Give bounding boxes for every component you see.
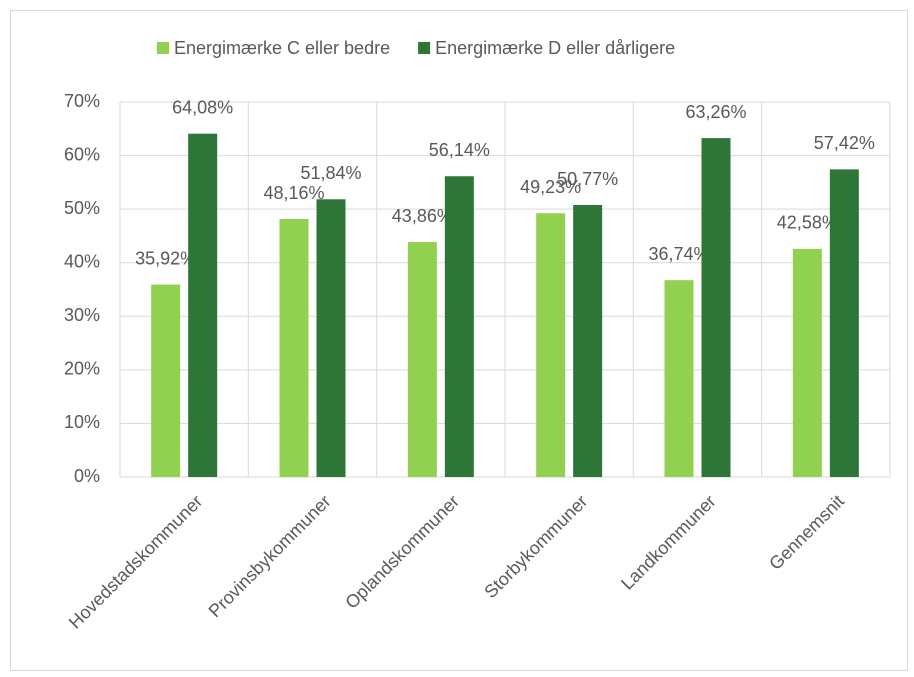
y-tick-label: 40% xyxy=(64,251,100,271)
data-label: 35,92% xyxy=(135,248,196,268)
y-tick-label: 50% xyxy=(64,198,100,218)
data-label: 63,26% xyxy=(685,102,746,122)
bar xyxy=(829,169,859,477)
legend-swatch xyxy=(157,42,169,54)
bar xyxy=(279,219,309,477)
bar xyxy=(151,284,181,477)
data-label: 56,14% xyxy=(429,140,490,160)
bar xyxy=(664,280,694,477)
y-tick-label: 0% xyxy=(74,466,100,486)
data-label: 51,84% xyxy=(300,163,361,183)
data-label: 48,16% xyxy=(263,183,324,203)
bar xyxy=(701,138,731,477)
legend-swatch xyxy=(418,42,431,54)
y-tick-label: 70% xyxy=(64,91,100,111)
data-label: 49,23% xyxy=(520,177,581,197)
bar xyxy=(792,248,822,477)
bar xyxy=(444,176,474,477)
y-tick-label: 10% xyxy=(64,412,100,432)
bar xyxy=(316,199,346,478)
bar xyxy=(573,205,603,477)
data-label: 64,08% xyxy=(172,97,233,117)
data-label: 50,77% xyxy=(557,169,618,189)
bar xyxy=(188,133,218,477)
data-label: 57,42% xyxy=(814,133,875,153)
bar xyxy=(407,242,437,477)
data-label: 43,86% xyxy=(392,206,453,226)
data-label: 42,58% xyxy=(777,213,838,233)
y-tick-label: 20% xyxy=(64,359,100,379)
legend-label: Energimærke C eller bedre xyxy=(174,38,390,58)
y-tick-label: 60% xyxy=(64,144,100,164)
data-label: 36,74% xyxy=(648,244,709,264)
legend-label: Energimærke D eller dårligere xyxy=(435,38,675,58)
bar xyxy=(536,213,566,477)
y-tick-label: 30% xyxy=(64,305,100,325)
